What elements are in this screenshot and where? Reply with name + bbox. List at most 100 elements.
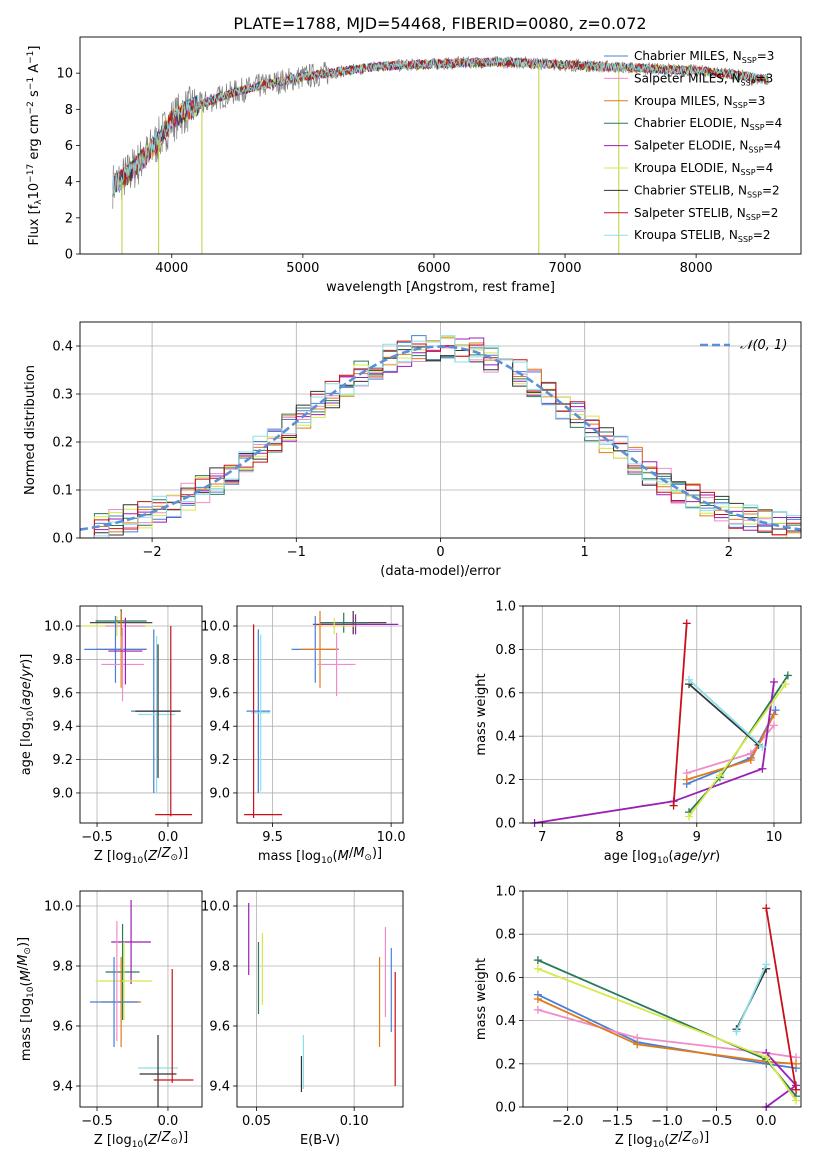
spectrum-xlabel: wavelength [Angstrom, rest frame] <box>326 280 555 295</box>
spectrum-legend-name: Chabrier ELODIE, N <box>634 116 750 130</box>
age_vs_Z-ylabel-part: age [log <box>19 722 34 775</box>
spectrum-ytick-label: 10 <box>56 67 73 82</box>
weight_vs_age-ytick-label: 1.0 <box>495 600 516 615</box>
spectrum-legend-label: Salpeter STELIB, NSSP=2 <box>634 206 778 222</box>
spectrum-ylabel-part: ] <box>27 46 42 51</box>
spectrum-ylabel-part: −1 <box>26 77 36 90</box>
spectrum-legend-sub: SSP <box>733 101 748 110</box>
age_vs_mass-xlabel-part: ( <box>333 849 338 864</box>
age_vs_Z-ytick-label: 9.4 <box>52 720 73 735</box>
age_vs_mass-ytick-label: 9.4 <box>209 720 230 735</box>
age_vs_Z-ytick-label: 9.0 <box>52 786 73 801</box>
weight_vs_Z-xlabel-part: Z <box>682 1130 693 1145</box>
weight_vs_age-axes: 7 8 9 10 0.0 0.2 0.4 0.6 0.8 1.0 <box>495 600 801 845</box>
residual_histogram-ytick-label: 0.0 <box>52 532 73 547</box>
mass_vs_Z-ytick-label: 9.8 <box>52 960 73 975</box>
mass_vs_Z-xlabel-part: ( <box>143 1133 148 1148</box>
mass_vs_Z-ylabel-part: M <box>16 955 31 966</box>
spectrum-legend-sub: SSP <box>748 146 763 155</box>
weight_vs_age-ylabel-part: mass weight <box>474 673 489 755</box>
age_vs_mass-ytick-label: 9.2 <box>209 753 230 768</box>
weight_vs_age-series-line <box>688 683 760 746</box>
spectrum-ylabel-part: −1 <box>26 51 36 64</box>
weight_vs_age-xlabel-part: age [log <box>604 849 657 864</box>
age_vs_Z-axes: −0.5 0.0 9.0 9.2 9.4 9.6 9.8 10.0 <box>44 606 202 845</box>
mass_vs_Z-ylabel-part: mass [log <box>19 998 34 1061</box>
mass_vs_Z-frame <box>79 890 203 1108</box>
weight_vs_age-series-line <box>688 679 763 748</box>
histogram-series-step <box>80 340 801 538</box>
age_vs_Z-xtick-label: −0.5 <box>81 830 113 845</box>
residual_histogram-xtick-label: 2 <box>725 545 733 560</box>
age_vs_Z-xlabel-part: / <box>157 846 162 861</box>
spectrum-ylabel-part: −17 <box>26 164 36 183</box>
residual_histogram-ylabel: Normed distribution <box>23 365 38 495</box>
weight_vs_age-xlabel-part: / <box>698 849 703 864</box>
mass_vs_Z-ylabel-part: 10 <box>26 986 36 998</box>
weight_vs_age-ylabel: mass weight <box>474 673 489 755</box>
age_vs_mass-xtick-label: 9.5 <box>262 830 283 845</box>
mass_vs_Z-ylabel-part: M <box>19 970 34 981</box>
spectrum-legend-nssp: =4 <box>765 116 783 130</box>
weight_vs_age-ytick-label: 0.4 <box>495 730 516 745</box>
weight_vs_Z-ytick-label: 1.0 <box>495 885 516 900</box>
mass_vs_Z-ytick-label: 10.0 <box>44 900 73 915</box>
age_vs_mass-xlabel-part: mass [log <box>258 849 321 864</box>
weight_vs_Z-series-line <box>537 998 797 1065</box>
weight_vs_age-xlabel-part: age <box>674 849 698 864</box>
mass_vs_Z-ytick-label: 9.6 <box>52 1020 73 1035</box>
weight_vs_Z-ylabel: mass weight <box>474 958 489 1040</box>
spectrum-legend-label: Kroupa MILES, NSSP=3 <box>634 94 765 110</box>
spectrum-legend-sub: SSP <box>741 168 756 177</box>
weight_vs_age-ytick-label: 0.6 <box>495 686 516 701</box>
weight_vs_Z-ylabel-part: mass weight <box>474 958 489 1040</box>
spectrum-legend-nssp: =2 <box>761 206 779 220</box>
age_vs_mass-xtick-label: 10.0 <box>377 830 406 845</box>
age_vs_mass-xlabel-part: / <box>349 846 354 861</box>
weight_vs_age-xlabel-part: ( <box>668 849 673 864</box>
spectrum-model-line <box>112 56 769 197</box>
age_vs_Z-ylabel-part: / <box>19 676 34 681</box>
histogram-legend-label: 𝒩(0, 1) <box>740 338 787 353</box>
spectrum-xtick-label: 8000 <box>680 261 713 276</box>
residual_histogram-ytick-label: 0.1 <box>52 484 73 499</box>
age_vs_Z-ylabel-part: yr <box>19 662 34 678</box>
residual_histogram-xtick-label: 1 <box>581 545 589 560</box>
age_vs_mass-xlabel-part: 10 <box>321 856 333 866</box>
mass_vs_ebv-ytick-label: 9.6 <box>209 1020 230 1035</box>
spectrum-ylabel: Flux [fλ10−17 erg cm−2 s−1 A−1] <box>26 46 44 246</box>
spectrum-xtick-label: 6000 <box>417 261 450 276</box>
mass_vs_ebv-xtick-label: 0.10 <box>340 1114 369 1129</box>
spectrum-legend-sub: SSP <box>747 190 762 199</box>
spectrum-legend-sub: SSP <box>738 235 753 244</box>
mass_vs_Z-ylabel-part: ⊙ <box>23 947 33 955</box>
residual_histogram-ytick-label: 0.2 <box>52 436 73 451</box>
age_vs_Z-xlabel-part: Z <box>147 849 158 864</box>
residual_histogram-ytick-label: 0.3 <box>52 388 73 403</box>
age_vs_mass-axes: 9.5 10.0 9.0 9.2 9.4 9.6 9.8 10.0 <box>201 606 406 845</box>
normal-reference-curve <box>80 345 801 531</box>
age_vs_mass-xlabel-part: ⊙ <box>364 853 372 863</box>
weight_vs_Z-xtick-label: −0.5 <box>701 1114 733 1129</box>
age_vs_Z-xlabel: Z [log10(Z/Z⊙)] <box>94 846 188 866</box>
spectrum-ytick-label: 2 <box>65 211 73 226</box>
histogram-series-step <box>80 335 801 538</box>
residual_histogram-ylabel-part: Normed distribution <box>23 365 38 495</box>
spectrum-legend-label: Chabrier MILES, NSSP=3 <box>634 49 774 65</box>
age_vs_Z-xlabel-part: ( <box>143 849 148 864</box>
age_vs_mass-ytick-label: 9.8 <box>209 653 230 668</box>
weight_vs_Z-xtick-label: −2.0 <box>552 1114 584 1129</box>
histogram-series-step <box>80 346 801 538</box>
age_vs_mass-xlabel-part: M <box>353 846 364 861</box>
spectrum-model-line <box>112 57 769 197</box>
spectrum-ylabel-part: −2 <box>26 101 36 114</box>
mass_vs_ebv-xtick-label: 0.05 <box>242 1114 271 1129</box>
weight_vs_Z-axes: −2.0 −1.5 −1.0 −0.5 0.0 0.0 0.2 0.4 0.6 0.8 1.0 <box>495 885 801 1129</box>
mass_vs_Z-xlabel-part: Z [log <box>94 1133 132 1148</box>
weight_vs_Z-ytick-label: 0.6 <box>495 971 516 986</box>
mass_vs_Z-xlabel-part: Z <box>161 1130 172 1145</box>
weight_vs_Z-frame <box>522 890 802 1108</box>
mass_vs_Z-xlabel-part: )] <box>178 1130 188 1145</box>
age_vs_Z-ytick-label: 9.2 <box>52 753 73 768</box>
